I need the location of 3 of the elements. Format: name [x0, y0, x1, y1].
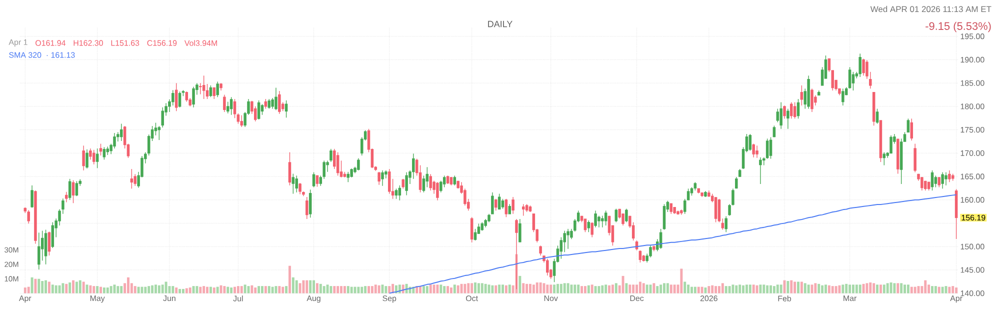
annotation: -9.15 (5.53%): [926, 22, 991, 32]
chart-title: DAILY: [488, 20, 512, 28]
chart-subtitle: Wed APR 01 2026 11:13 AM ET: [870, 6, 992, 12]
